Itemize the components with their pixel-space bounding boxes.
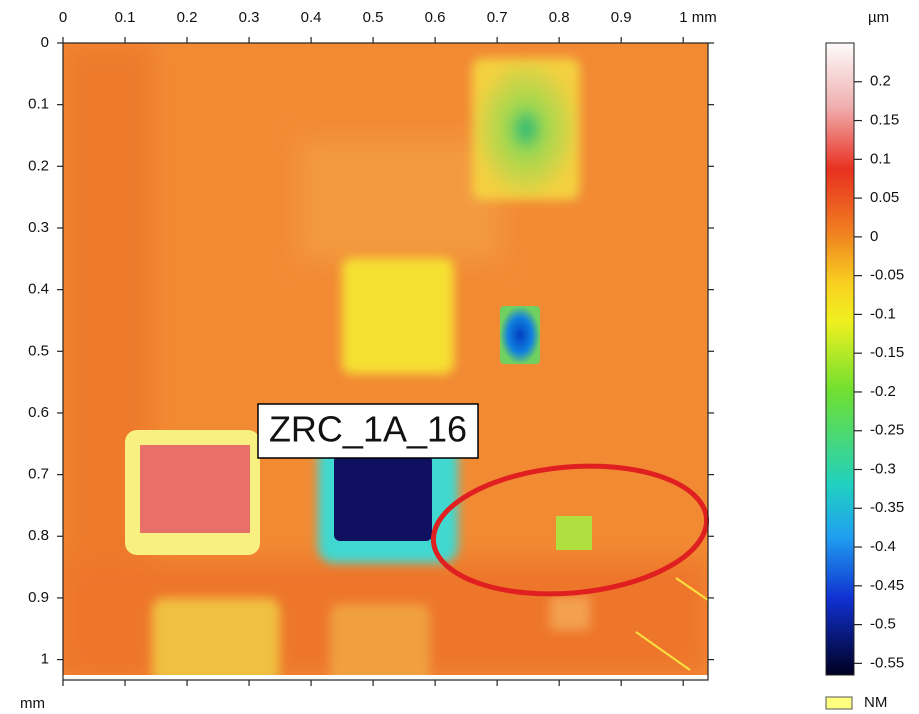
annotation-box [257,403,479,459]
y-tick-label: 1 [41,651,49,668]
y-tick-label: 0 [41,34,49,51]
colorbar [825,42,855,676]
plot-frame [62,42,709,681]
y-tick-label: 0.6 [28,404,49,421]
x-tick-label: 1 mm [679,9,717,26]
colorbar-tick-label: -0.35 [870,499,904,516]
colorbar-tick-label: 0.05 [870,189,899,206]
y-tick-label: 0.8 [28,527,49,544]
colorbar-tick-label: 0 [870,228,878,245]
x-tick-label: 0.1 [115,9,136,26]
x-tick-label: 0.3 [239,9,260,26]
height-map-image [63,43,708,675]
y-tick-label: 0.4 [28,281,49,298]
x-tick-label: 0.9 [611,9,632,26]
colorbar-unit: µm [868,9,889,26]
x-tick-label: 0.7 [487,9,508,26]
x-tick-label: 0.4 [301,9,322,26]
colorbar-tick-label: -0.1 [870,305,896,322]
colorbar-tick-label: 0.2 [870,73,891,90]
x-tick-label: 0.2 [177,9,198,26]
colorbar-tick-label: -0.3 [870,460,896,477]
y-tick-label: 0.1 [28,96,49,113]
colorbar-tick-label: 0.15 [870,112,899,129]
colorbar-tick-label: -0.55 [870,654,904,671]
x-tick-label: 0.6 [425,9,446,26]
legend-swatch [825,696,853,710]
y-tick-label: 0.9 [28,589,49,606]
colorbar-tick-label: -0.05 [870,267,904,284]
colorbar-tick-label: 0.1 [870,150,891,167]
y-tick-label: 0.5 [28,342,49,359]
colorbar-tick-label: -0.4 [870,538,896,555]
y-tick-label: 0.3 [28,219,49,236]
annotation-label: ZRC_1A_16 [269,409,467,450]
colorbar-tick-label: -0.25 [870,422,904,439]
legend-label: NM [864,694,887,711]
y-tick-label: 0.2 [28,157,49,174]
y-tick-label: 0.7 [28,466,49,483]
colorbar-tick-label: -0.45 [870,577,904,594]
x-tick-label: 0 [59,9,67,26]
x-tick-label: 0.8 [549,9,570,26]
x-tick-label: 0.5 [363,9,384,26]
y-unit: mm [20,695,45,712]
colorbar-tick-label: -0.15 [870,344,904,361]
highlight-ellipse [430,463,710,597]
colorbar-tick-label: -0.2 [870,383,896,400]
colorbar-tick-label: -0.5 [870,616,896,633]
